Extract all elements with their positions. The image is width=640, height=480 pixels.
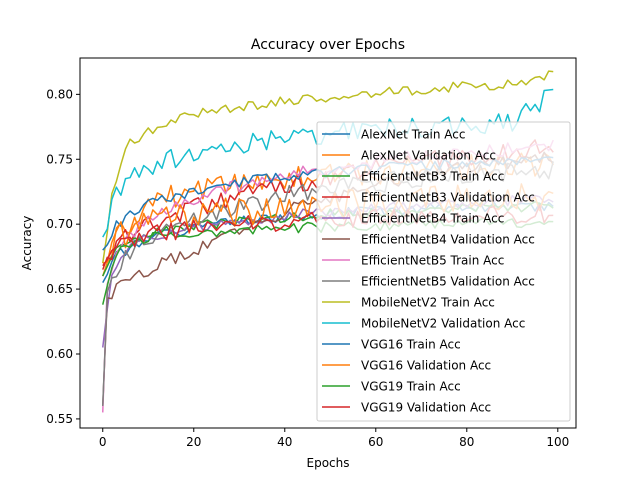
y-tick-label: 0.65 [46, 282, 73, 296]
x-tick-label: 20 [186, 435, 201, 449]
x-tick-label: 100 [546, 435, 569, 449]
legend-label: VGG19 Train Acc [361, 380, 461, 394]
x-tick-label: 40 [277, 435, 292, 449]
legend-label: VGG19 Validation Acc [361, 401, 491, 415]
x-axis-label: Epochs [307, 456, 350, 470]
legend-label: AlexNet Validation Acc [361, 149, 496, 163]
legend-label: EfficientNetB4 Train Acc [361, 212, 504, 226]
legend-label: EfficientNetB5 Train Acc [361, 254, 504, 268]
y-tick-label: 0.80 [46, 87, 73, 101]
legend-label: VGG16 Validation Acc [361, 359, 491, 373]
plot-frame [79, 57, 577, 429]
x-tick-label: 0 [99, 435, 107, 449]
series-line [102, 70, 554, 264]
y-tick-label: 0.60 [46, 347, 73, 361]
legend: AlexNet Train Acc AlexNet Validation Acc E… [316, 121, 571, 422]
x-axis-ticks: 0 20 40 60 80 100 [99, 428, 569, 449]
y-tick-label: 0.55 [46, 412, 73, 426]
y-tick-label: 0.75 [46, 152, 73, 166]
chart-title: Accuracy over Epochs [251, 37, 405, 53]
y-axis-label: Accuracy [20, 216, 34, 271]
y-tick-label: 0.70 [46, 217, 73, 231]
x-tick-label: 60 [368, 435, 383, 449]
legend-label: EfficientNetB4 Validation Acc [361, 233, 535, 247]
legend-label: EfficientNetB5 Validation Acc [361, 275, 535, 289]
legend-label: MobileNetV2 Validation Acc [361, 317, 525, 331]
legend-label: MobileNetV2 Train Acc [361, 296, 495, 310]
legend-label: AlexNet Train Acc [361, 128, 466, 142]
legend-box [316, 121, 571, 422]
legend-label: EfficientNetB3 Validation Acc [361, 191, 535, 205]
x-tick-label: 80 [459, 435, 474, 449]
legend-label: VGG16 Train Acc [361, 338, 461, 352]
legend-label: EfficientNetB3 Train Acc [361, 170, 504, 184]
y-axis-ticks: 0.55 0.60 0.65 0.70 0.75 0.80 [46, 87, 80, 426]
